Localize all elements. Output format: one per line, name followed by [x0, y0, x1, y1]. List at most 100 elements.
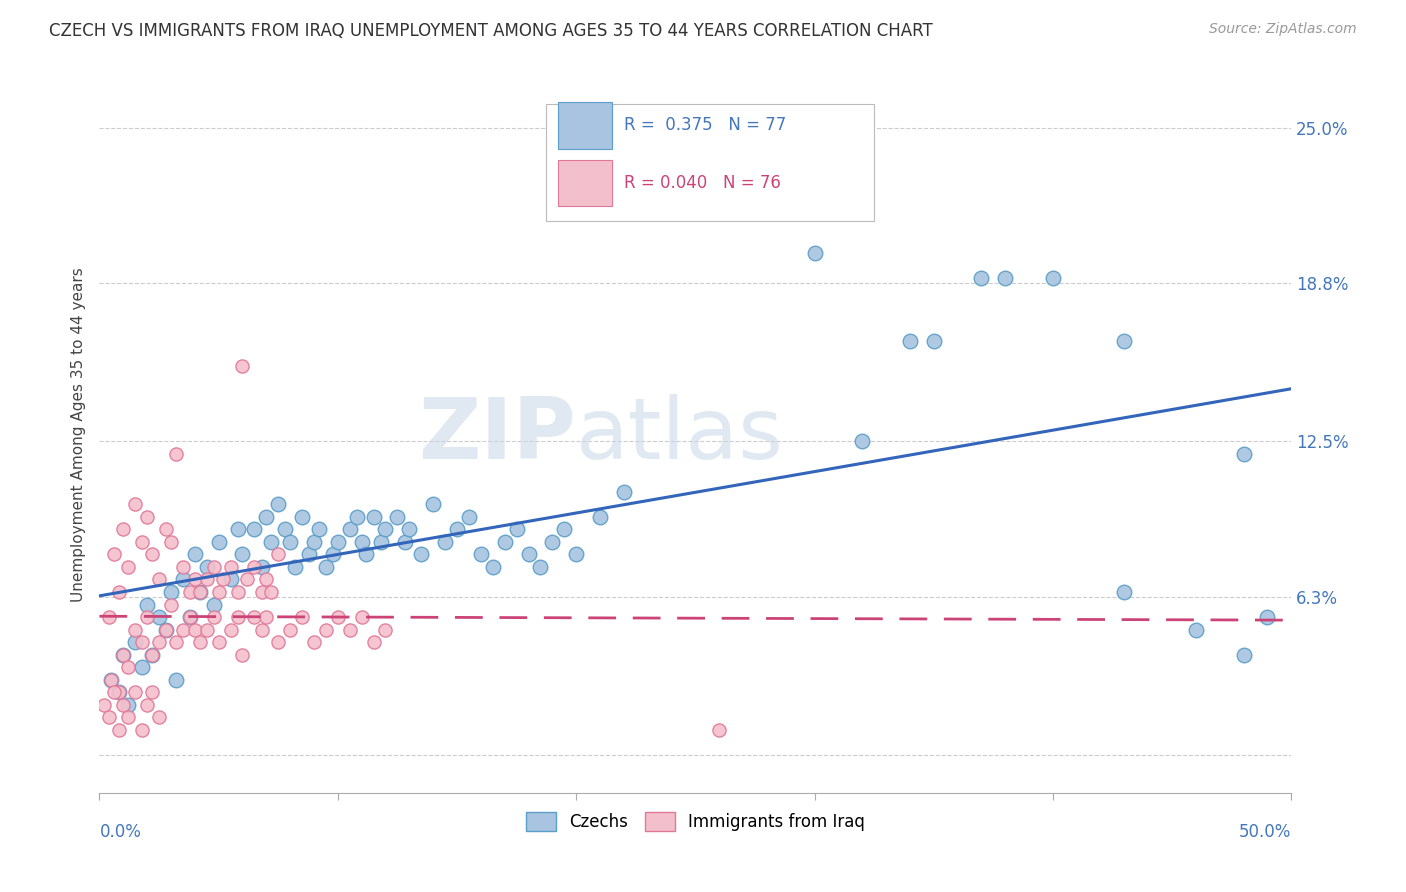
Point — [1233, 447, 1256, 461]
Point — [219, 560, 242, 574]
Point — [172, 623, 194, 637]
Point — [131, 723, 153, 737]
Point — [100, 673, 122, 687]
Point — [100, 673, 122, 687]
Point — [136, 598, 159, 612]
Point — [188, 585, 211, 599]
Point — [260, 534, 283, 549]
Point — [165, 673, 187, 687]
Point — [394, 534, 416, 549]
Point — [112, 522, 135, 536]
Point — [250, 560, 273, 574]
Point — [250, 585, 273, 599]
Point — [970, 271, 993, 285]
Point — [103, 685, 125, 699]
Point — [160, 534, 183, 549]
Point — [107, 685, 129, 699]
Point — [326, 610, 349, 624]
Point — [250, 623, 273, 637]
Point — [374, 522, 396, 536]
Point — [136, 509, 159, 524]
Point — [207, 635, 229, 649]
Point — [160, 585, 183, 599]
Point — [195, 623, 218, 637]
Point — [291, 509, 314, 524]
Point — [494, 534, 516, 549]
Point — [236, 573, 259, 587]
Point — [326, 534, 349, 549]
Point — [148, 573, 170, 587]
Point — [165, 635, 187, 649]
Point — [374, 623, 396, 637]
Point — [155, 623, 177, 637]
Point — [112, 648, 135, 662]
Point — [274, 522, 297, 536]
Point — [202, 598, 225, 612]
Point — [298, 547, 321, 561]
Point — [322, 547, 344, 561]
Point — [1042, 271, 1064, 285]
Point — [370, 534, 392, 549]
Point — [112, 648, 135, 662]
Point — [155, 623, 177, 637]
Point — [315, 623, 337, 637]
Point — [165, 447, 187, 461]
Point — [243, 522, 266, 536]
Point — [117, 698, 139, 712]
Point — [350, 534, 373, 549]
Point — [470, 547, 492, 561]
Point — [922, 334, 945, 348]
Point — [267, 497, 290, 511]
Point — [226, 522, 249, 536]
Point — [260, 585, 283, 599]
Point — [553, 522, 575, 536]
Point — [278, 623, 301, 637]
Point — [1185, 623, 1208, 637]
Point — [458, 509, 481, 524]
Point — [98, 710, 121, 724]
Legend: Czechs, Immigrants from Iraq: Czechs, Immigrants from Iraq — [519, 805, 872, 838]
Point — [243, 610, 266, 624]
Point — [291, 610, 314, 624]
Point — [505, 522, 527, 536]
Point — [851, 434, 873, 449]
Point — [517, 547, 540, 561]
Point — [363, 509, 385, 524]
Point — [803, 246, 825, 260]
Point — [172, 573, 194, 587]
Point — [226, 610, 249, 624]
Point — [103, 547, 125, 561]
Text: R =  0.375   N = 77: R = 0.375 N = 77 — [624, 116, 786, 135]
Point — [148, 610, 170, 624]
Point — [308, 522, 330, 536]
FancyBboxPatch shape — [547, 103, 875, 220]
Point — [195, 573, 218, 587]
Point — [124, 497, 146, 511]
Point — [219, 623, 242, 637]
Point — [148, 635, 170, 649]
Bar — [558, 103, 612, 149]
Point — [155, 522, 177, 536]
Point — [188, 635, 211, 649]
Point — [172, 560, 194, 574]
Text: Source: ZipAtlas.com: Source: ZipAtlas.com — [1209, 22, 1357, 37]
Point — [346, 509, 368, 524]
Point — [141, 648, 163, 662]
Point — [107, 723, 129, 737]
Point — [481, 560, 503, 574]
Point — [195, 560, 218, 574]
Point — [124, 623, 146, 637]
Point — [434, 534, 457, 549]
Point — [1114, 334, 1136, 348]
Point — [141, 547, 163, 561]
Point — [387, 509, 409, 524]
Point — [124, 685, 146, 699]
Y-axis label: Unemployment Among Ages 35 to 44 years: Unemployment Among Ages 35 to 44 years — [72, 268, 86, 602]
Point — [117, 710, 139, 724]
Point — [446, 522, 468, 536]
Point — [243, 560, 266, 574]
Point — [398, 522, 420, 536]
Point — [124, 635, 146, 649]
Point — [212, 573, 235, 587]
Text: ZIP: ZIP — [419, 393, 576, 476]
